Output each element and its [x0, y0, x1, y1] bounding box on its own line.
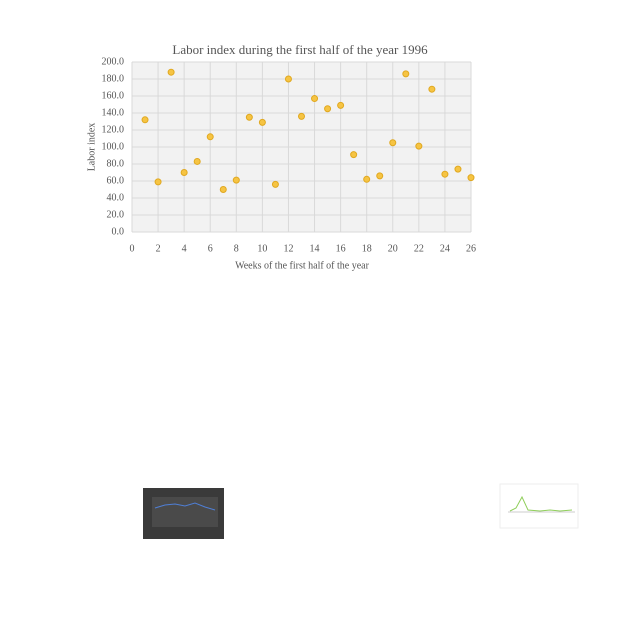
point [428, 85, 436, 93]
chart-title: Labor index during the first half of the… [172, 42, 428, 57]
thumbnail-light [499, 483, 579, 529]
point [206, 133, 214, 141]
x-tick-label: 16 [336, 243, 346, 254]
x-tick-label: 10 [257, 243, 267, 254]
point [193, 157, 201, 165]
thumbnail-line [154, 502, 216, 511]
thumbnail-plot [152, 497, 218, 527]
thumbnail-line [509, 495, 573, 512]
x-tick-label: 2 [156, 243, 161, 254]
x-tick-label: 4 [182, 243, 187, 254]
point [180, 169, 188, 176]
y-tick-label: 100.0 [102, 141, 125, 152]
point [271, 180, 279, 188]
y-tick-label: 120.0 [102, 124, 125, 135]
x-tick-label: 18 [362, 243, 372, 254]
point [219, 186, 227, 193]
point [350, 151, 358, 159]
point [284, 75, 292, 83]
x-tick-label: 12 [283, 243, 293, 254]
y-tick-label: 0.0 [112, 226, 125, 237]
x-tick-label: 22 [414, 243, 424, 254]
y-tick-label: 80.0 [107, 158, 125, 169]
point [467, 174, 475, 182]
thumbnail-dark [143, 488, 224, 539]
x-tick-label: 6 [208, 243, 213, 254]
point [441, 170, 449, 178]
y-tick-label: 60.0 [107, 175, 125, 186]
x-tick-label: 14 [310, 243, 320, 254]
point [232, 176, 240, 184]
y-axis-label: Labor index [86, 123, 97, 172]
point [141, 116, 149, 124]
point [311, 95, 319, 103]
point [389, 139, 397, 147]
point [245, 113, 253, 121]
point [363, 175, 371, 183]
point [324, 105, 332, 113]
point [402, 70, 410, 78]
point [454, 165, 462, 173]
y-tick-label: 200.0 [102, 56, 125, 67]
point [337, 101, 345, 109]
point [298, 112, 305, 120]
x-tick-label: 26 [466, 243, 476, 254]
y-tick-label: 160.0 [102, 90, 125, 101]
x-tick-label: 8 [234, 243, 239, 254]
x-axis-label: Weeks of the first half of the year [235, 260, 370, 271]
point [376, 172, 384, 180]
x-tick-label: 24 [440, 243, 450, 254]
y-tick-label: 40.0 [107, 192, 125, 203]
point [167, 68, 175, 76]
thumbnail-bg [499, 483, 579, 529]
y-tick-label: 20.0 [107, 209, 125, 220]
point [154, 178, 162, 186]
point [258, 118, 266, 126]
x-tick-label: 0 [130, 243, 135, 254]
x-tick-label: 20 [388, 243, 398, 254]
y-tick-label: 180.0 [102, 73, 125, 84]
point [415, 142, 423, 150]
y-tick-label: 140.0 [102, 107, 125, 118]
